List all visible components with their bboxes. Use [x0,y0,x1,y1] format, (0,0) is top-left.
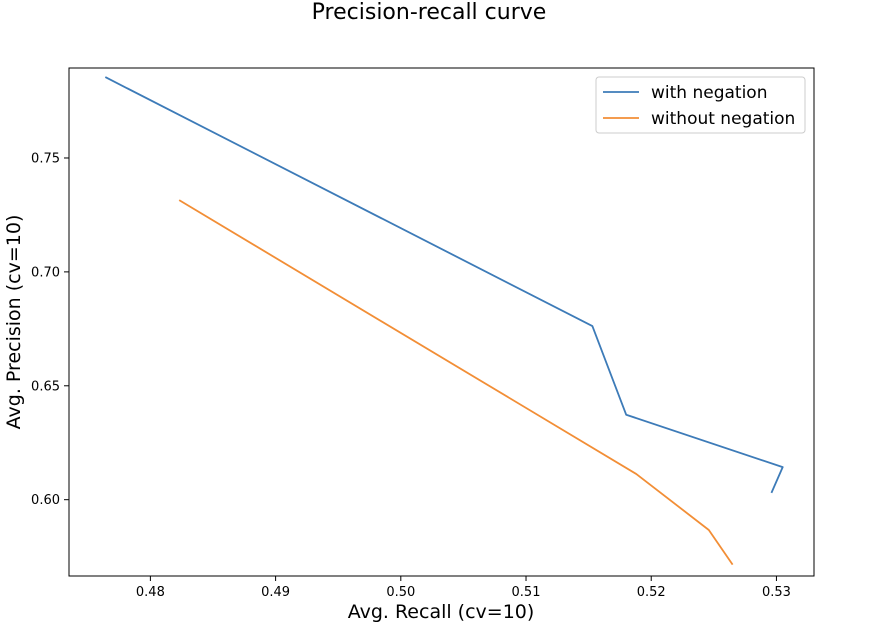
legend: with negation without negation [595,76,806,134]
y-axis: 0.60 0.65 0.70 0.75 [31,151,69,508]
legend-box [595,76,806,134]
y-tick-label: 0.75 [31,151,60,166]
y-tick-label: 0.60 [31,493,60,508]
y-axis-label: Avg. Precision (cv=10) [3,215,25,430]
series-line-with-negation [104,76,784,494]
y-tick-label: 0.70 [31,265,60,280]
legend-label: with negation [651,83,767,103]
x-tick-label: 0.53 [762,585,791,600]
x-tick-label: 0.50 [386,585,415,600]
x-axis: 0.48 0.49 0.50 0.51 0.52 0.53 [136,576,791,600]
chart-title: Precision-recall curve [312,0,547,25]
x-tick-label: 0.48 [136,585,165,600]
legend-label: without negation [651,109,795,129]
legend-items: with negation without negation [603,83,795,129]
series-line-without-negation [178,199,734,566]
plot-area [68,67,815,577]
series-layer [104,76,784,566]
y-tick-label: 0.65 [31,379,60,394]
x-tick-label: 0.51 [512,585,541,600]
x-tick-label: 0.49 [261,585,290,600]
plot-frame [68,67,815,577]
x-tick-label: 0.52 [637,585,666,600]
x-axis-label: Avg. Recall (cv=10) [348,601,535,623]
